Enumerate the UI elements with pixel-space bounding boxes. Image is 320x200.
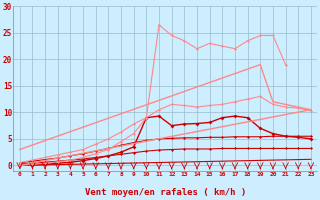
X-axis label: Vent moyen/en rafales ( km/h ): Vent moyen/en rafales ( km/h ) — [85, 188, 246, 197]
